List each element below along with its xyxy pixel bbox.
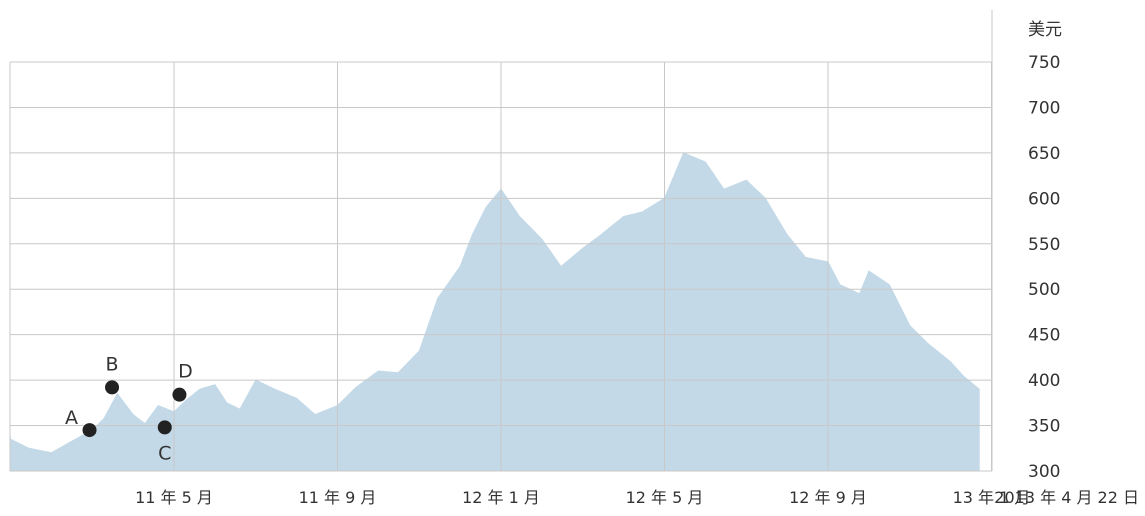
- y-tick-label: 300: [1028, 462, 1060, 482]
- y-tick-label: 400: [1028, 371, 1060, 391]
- y-tick-label: 550: [1028, 235, 1060, 255]
- y-tick-label: 600: [1028, 189, 1060, 209]
- annotation-points: A B C D: [65, 353, 193, 464]
- y-tick-label: 350: [1028, 417, 1060, 437]
- end-date-label: 2013 年 4 月 22 日: [994, 488, 1139, 507]
- annotation-label-a: A: [65, 407, 78, 429]
- horizontal-gridlines: [10, 61, 992, 472]
- x-tick-label: 11 年 9 月: [299, 488, 377, 507]
- x-tick-label: 12 年 1 月: [462, 488, 540, 507]
- annotation-point-d: [172, 387, 187, 402]
- annotation-label-c: C: [158, 442, 171, 464]
- annotation-point-a: [82, 423, 97, 438]
- y-tick-labels: 750 700 650 600 550 500 450 400 350 300: [1028, 53, 1060, 482]
- y-tick-label: 700: [1028, 98, 1060, 118]
- x-tick-label: 11 年 5 月: [135, 488, 213, 507]
- price-area: [9, 152, 980, 472]
- annotation-point-b: [105, 380, 120, 395]
- x-tick-label: 12 年 9 月: [789, 488, 867, 507]
- y-tick-label: 750: [1028, 53, 1060, 73]
- y-tick-label: 650: [1028, 144, 1060, 164]
- y-tick-label: 450: [1028, 326, 1060, 346]
- annotation-label-b: B: [106, 353, 119, 375]
- y-tick-label: 500: [1028, 280, 1060, 300]
- x-tick-label: 12 年 5 月: [626, 488, 704, 507]
- x-tick-label: 13 年 1 月: [953, 488, 1031, 507]
- unit-label: 美元: [1028, 20, 1062, 40]
- annotation-label-d: D: [178, 361, 193, 383]
- x-tick-labels: 11 年 5 月 11 年 9 月 12 年 1 月 12 年 5 月 12 年 9 月…: [135, 488, 1030, 507]
- annotation-point-c: [157, 420, 172, 435]
